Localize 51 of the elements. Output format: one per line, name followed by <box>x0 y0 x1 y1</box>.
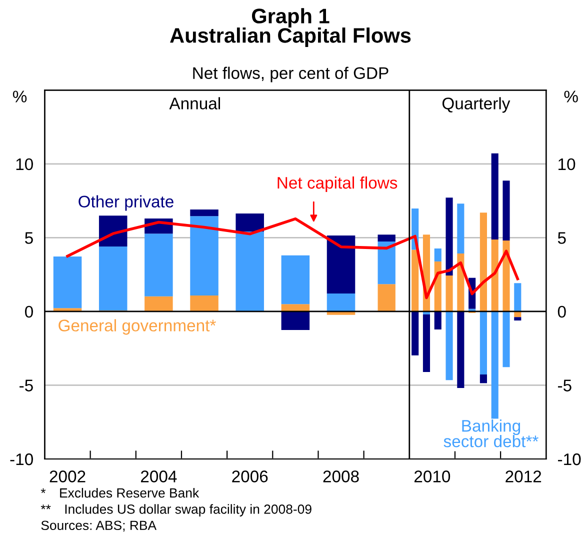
text: * Excludes Reserve Bank <box>40 488 200 498</box>
series-label: Banking sector debt** <box>444 419 538 448</box>
bar <box>412 311 419 356</box>
series-label: General government* <box>58 319 216 335</box>
bar <box>480 374 487 384</box>
x-tick-label: 2004 <box>140 470 177 482</box>
series-label: Net capital flows <box>278 176 398 192</box>
bar <box>446 198 453 276</box>
y2-tick-label: 10 <box>558 158 576 170</box>
bar <box>502 180 510 241</box>
y-tick-label: -10 <box>10 453 33 466</box>
annotation: Annual <box>169 97 220 110</box>
annotation: Quarterly <box>442 97 510 113</box>
x-tick-label: 2012 <box>506 470 542 482</box>
y2-tick-label: -10 <box>558 453 581 466</box>
line-series <box>66 217 520 300</box>
bar <box>446 311 453 380</box>
bar <box>434 311 442 330</box>
y2-tick-label: -5 <box>558 380 572 392</box>
y2-axis-title: % <box>564 90 578 102</box>
bar <box>514 283 522 312</box>
bar <box>446 275 453 312</box>
bar <box>491 311 498 419</box>
bar <box>480 212 487 312</box>
bar <box>457 311 464 388</box>
bar <box>514 317 522 320</box>
bar <box>457 204 464 254</box>
source-note: Sources: ABS; RBA <box>41 520 157 532</box>
bar <box>502 311 510 368</box>
series-label: Other private <box>78 195 174 211</box>
bar <box>491 239 498 312</box>
chart-subtitle: Net flows, per cent of GDP <box>193 66 388 82</box>
chart-title: Graph 1 Australian Capital Flows <box>170 8 411 47</box>
bar <box>412 250 419 312</box>
y-tick-label: 0 <box>25 306 33 318</box>
bar <box>502 240 510 312</box>
bar <box>422 314 430 372</box>
x-tick-label: 2008 <box>323 470 359 482</box>
text: ** Includes US dollar swap facility in 2008-09 <box>40 504 312 516</box>
y2-tick-label: 0 <box>558 306 566 318</box>
x-tick-label: 2002 <box>50 470 86 482</box>
x-tick-label: 2006 <box>232 470 268 482</box>
bar <box>480 311 487 374</box>
y-tick-label: -5 <box>20 380 33 392</box>
bar <box>491 153 498 240</box>
y2-tick-label: 5 <box>558 232 566 244</box>
y-tick-label: 5 <box>25 232 33 244</box>
x-tick-label: 2010 <box>414 470 450 482</box>
bar <box>434 248 442 262</box>
y-axis-title: % <box>12 90 27 102</box>
y-tick-label: 10 <box>16 158 33 170</box>
